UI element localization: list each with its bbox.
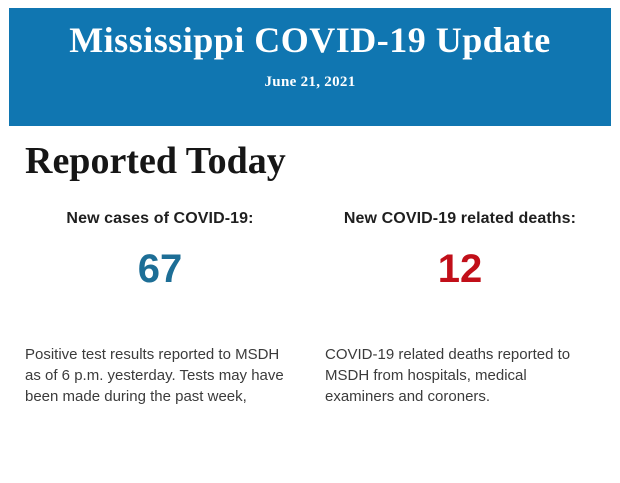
new-deaths-value: 12 (437, 246, 483, 291)
new-deaths-label: New COVID-19 related deaths: (343, 209, 577, 227)
stats-row: New cases of COVID-19: 67 Positive test … (25, 210, 595, 408)
report-body: Reported Today New cases of COVID-19: 67… (0, 140, 620, 408)
reported-today-heading: Reported Today (25, 140, 286, 182)
stat-card-new-cases: New cases of COVID-19: 67 Positive test … (25, 210, 295, 408)
page-title: Mississippi COVID-19 Update (69, 20, 551, 60)
new-deaths-description: COVID-19 related deaths reported to MSDH… (325, 345, 571, 406)
stat-card-new-deaths: New COVID-19 related deaths: 12 COVID-19… (325, 210, 595, 408)
covid-update-page: Mississippi COVID-19 Update June 21, 202… (0, 8, 620, 483)
report-date: June 21, 2021 (264, 74, 356, 91)
new-cases-value: 67 (137, 246, 183, 291)
banner-header: Mississippi COVID-19 Update June 21, 202… (9, 8, 611, 126)
new-cases-label: New cases of COVID-19: (66, 209, 254, 227)
new-cases-description: Positive test results reported to MSDH a… (25, 345, 284, 406)
